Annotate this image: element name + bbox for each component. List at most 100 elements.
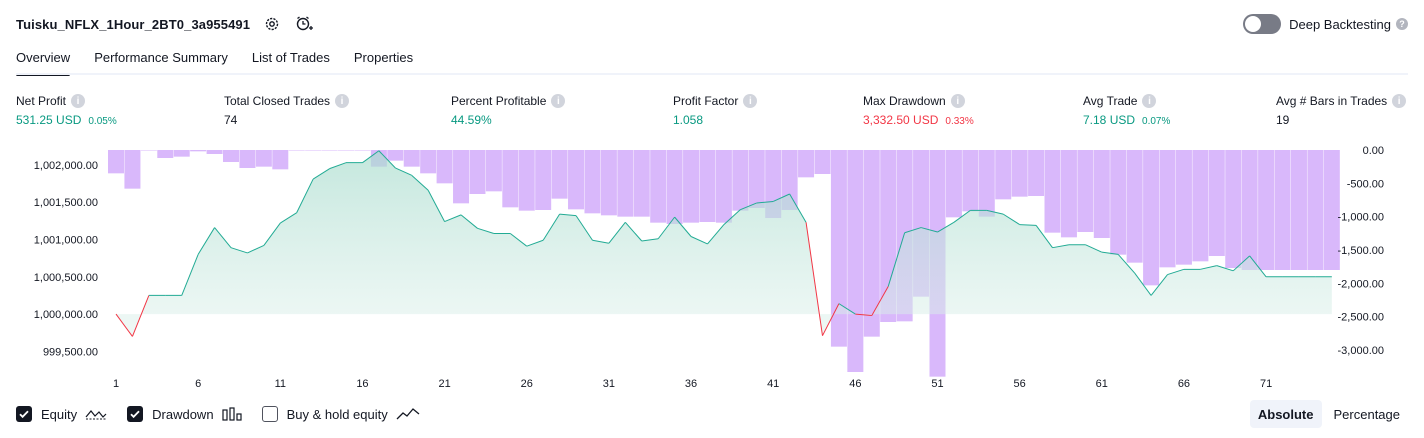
tab-divider (16, 73, 1408, 75)
deep-backtesting-control: Deep Backtesting ? (1243, 12, 1408, 36)
info-icon[interactable]: i (950, 94, 965, 108)
drawdown-bar (206, 150, 223, 154)
equity-line-segment (1101, 251, 1119, 255)
left-axis-tick: 1,000,000.00 (34, 309, 98, 321)
drawdown-bar (108, 150, 124, 174)
drawdown-bar (1143, 150, 1160, 286)
equity-line-segment (953, 210, 971, 223)
checkbox-checked-icon[interactable] (16, 406, 32, 422)
deep-backtesting-label: Deep Backtesting (1289, 16, 1391, 32)
equity-line-segment (1052, 244, 1070, 249)
percentage-button[interactable]: Percentage (1333, 406, 1401, 422)
metric-label: Avg Trade (1083, 94, 1138, 108)
drawdown-bar (847, 150, 864, 372)
x-axis-tick: 56 (1014, 378, 1026, 390)
question-icon[interactable]: ? (1396, 18, 1408, 30)
deep-backtesting-toggle[interactable] (1243, 14, 1282, 34)
equity-line-segment (772, 193, 790, 202)
drawdown-bar (1323, 150, 1340, 270)
equity-line-segment (312, 168, 330, 180)
tab-properties[interactable]: Properties (353, 50, 414, 65)
x-axis-tick: 31 (603, 378, 615, 390)
left-axis-tick: 1,002,000.00 (34, 160, 98, 172)
right-axis-tick: -3,000.00 (1338, 345, 1384, 357)
legend-buy-hold-equity[interactable]: Buy & hold equity (261, 406, 420, 422)
metric-value: 1.058 (673, 113, 704, 127)
drawdown-bar (1258, 150, 1275, 270)
equity-line-segment (657, 216, 676, 240)
drawdown-bar (748, 150, 765, 208)
equity-line-segment (214, 227, 232, 249)
drawdown-bar (962, 150, 979, 212)
alarm-add-icon[interactable] (294, 14, 314, 34)
absolute-button[interactable]: Absolute (1249, 400, 1322, 428)
metric-label: Max Drawdown (863, 94, 946, 108)
metric-label: Total Closed Trades (224, 94, 331, 108)
checkbox-unchecked-icon[interactable] (261, 406, 278, 422)
right-axis-tick: -500.00 (1347, 178, 1384, 190)
drawdown-bar (798, 150, 815, 178)
equity-line-segment (247, 245, 265, 254)
gear-icon[interactable] (262, 14, 282, 34)
equity-line-segment (1150, 274, 1168, 296)
drawdown-bar (453, 150, 470, 204)
drawdown-bar (403, 150, 420, 167)
equity-line-segment (1019, 224, 1037, 226)
equity-line-segment (986, 209, 1004, 215)
drawdown-bar (502, 150, 519, 208)
metric-max-drawdown: Max Drawdown i 3,332.50 USD 0.33% (863, 93, 974, 127)
scale-toggle: Absolute Percentage (1246, 400, 1408, 428)
equity-line-segment (477, 227, 495, 235)
metric-percent: 0.07% (1142, 116, 1171, 127)
equity-line-segment (526, 239, 544, 247)
equity-line-segment (887, 232, 906, 287)
equity-area (116, 150, 1332, 337)
metric-net-profit: Net Profit i 531.25 USD 0.05% (16, 93, 117, 127)
right-axis-tick: -1,500.00 (1338, 245, 1384, 257)
drawdown-bar (781, 150, 798, 210)
legend-label: Equity (41, 406, 78, 422)
drawdown-bar (272, 150, 289, 170)
equity-line-segment (592, 239, 609, 244)
equity-line-segment (855, 313, 872, 317)
info-icon[interactable]: i (71, 94, 86, 108)
equity-line-segment (575, 215, 593, 241)
right-axis-tick: -1,000.00 (1338, 212, 1384, 224)
metric-percent-profitable: Percent Profitable i 44.59% (451, 93, 566, 127)
checkbox-checked-icon[interactable] (127, 406, 144, 422)
left-axis-tick: 1,001,500.00 (34, 197, 98, 209)
info-icon[interactable]: i (335, 94, 350, 108)
drawdown-bar (863, 150, 880, 337)
tab-list-of-trades[interactable]: List of Trades (251, 50, 330, 65)
drawdown-bar (584, 150, 601, 214)
tab-performance-summary[interactable]: Performance Summary (94, 50, 228, 65)
equity-drawdown-chart[interactable]: 1,002,000.00 1,001,500.00 1,001,000.00 1,00… (0, 140, 1424, 392)
x-axis-tick: 21 (438, 378, 450, 390)
x-axis-tick: 6 (195, 378, 201, 390)
x-axis-tick: 16 (356, 378, 368, 390)
info-icon[interactable]: i (743, 94, 758, 108)
drawdown-bar (830, 150, 847, 347)
info-icon[interactable]: i (1142, 94, 1157, 108)
x-axis-tick: 26 (521, 378, 533, 390)
metric-value: 74 (224, 113, 238, 127)
drawdown-bar (354, 150, 371, 151)
info-icon[interactable]: i (1392, 94, 1407, 108)
drawdown-bar (239, 150, 256, 168)
info-icon[interactable]: i (551, 94, 566, 108)
drawdown-bar (551, 150, 568, 199)
drawdown-bar (1159, 150, 1176, 268)
tab-overview[interactable]: Overview (16, 44, 71, 76)
metric-value: 3,332.50 USD (863, 113, 939, 127)
equity-line-segment (608, 222, 626, 244)
equity-line-segment (871, 286, 889, 316)
drawdown-bar (124, 150, 141, 189)
drawdown-bar (173, 150, 190, 157)
equity-line-segment (230, 247, 248, 254)
legend-equity[interactable]: Equity (16, 406, 107, 422)
left-axis-tick: 1,000,500.00 (34, 272, 98, 284)
legend-drawdown[interactable]: Drawdown (127, 406, 242, 422)
drawdown-bar (190, 150, 207, 152)
metric-percent: 0.05% (88, 116, 117, 127)
toggle-knob (1245, 16, 1262, 32)
